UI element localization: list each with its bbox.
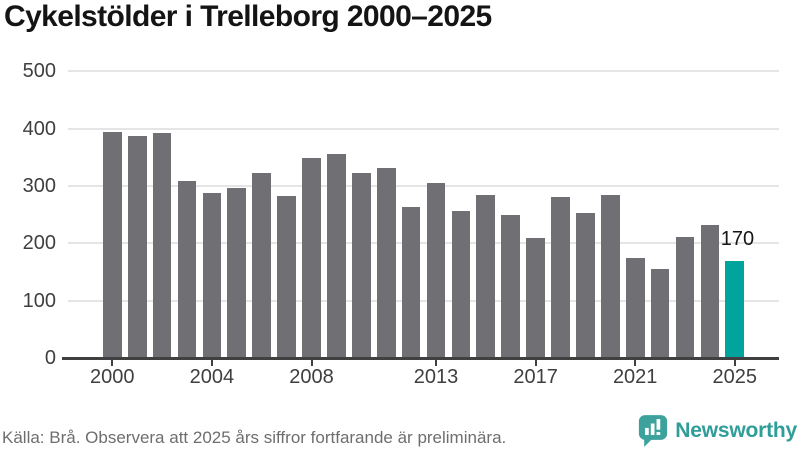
x-tick-label-2021: 2021 [612, 366, 658, 388]
x-tick-2008 [310, 360, 313, 366]
bar-2019 [576, 212, 595, 358]
newsworthy-wordmark: Newsworthy [675, 419, 797, 442]
bar-2014 [451, 211, 471, 358]
bar-2000 [102, 132, 122, 358]
bar-2005 [227, 188, 247, 358]
bar-2008 [302, 158, 321, 358]
x-tick-label-2013: 2013 [413, 366, 459, 388]
bar-2012 [401, 206, 421, 358]
bar-2013 [426, 182, 446, 358]
y-tick-label-0: 0 [44, 347, 56, 369]
gridline-100 [68, 299, 779, 302]
gridline-500 [68, 70, 779, 73]
bar-2002 [152, 133, 172, 358]
bar-2017 [526, 237, 545, 358]
y-tick-label-300: 300 [22, 175, 56, 197]
bar-2023 [675, 237, 695, 358]
x-tick-2025 [733, 360, 736, 366]
x-tick-label-2017: 2017 [513, 366, 558, 388]
x-tick-2017 [534, 360, 537, 366]
bar-2025 [725, 260, 745, 358]
x-tick-2004 [210, 360, 213, 366]
y-tick-label-400: 400 [22, 117, 56, 140]
bar-2022 [650, 268, 670, 358]
bar-2015 [476, 194, 496, 358]
gridline-300 [68, 185, 779, 187]
source-note: Källa: Brå. Observera att 2025 års siffr… [2, 428, 507, 447]
newsworthy-bar-chart-speech-bubble-icon [639, 415, 668, 447]
bar-2010 [351, 173, 371, 358]
x-axis-line [62, 357, 779, 360]
bar-2006 [252, 173, 272, 358]
newsworthy-logo: Newsworthy [638, 415, 797, 447]
bar-2020 [600, 195, 620, 358]
x-tick-2021 [634, 360, 637, 366]
gridline-400 [68, 127, 779, 130]
x-tick-label-2000: 2000 [90, 366, 135, 388]
bar-2018 [551, 196, 570, 358]
bar-2024 [700, 224, 720, 358]
bar-2007 [277, 196, 296, 358]
bar-2021 [625, 257, 645, 358]
x-tick-2000 [111, 360, 114, 366]
bar-2011 [376, 168, 396, 358]
chart-title: Cykelstölder i Trelleborg 2000–2025 [4, 0, 492, 33]
bar-2003 [177, 181, 197, 358]
highlight-value-label: 170 [720, 227, 755, 250]
y-tick-label-200: 200 [22, 232, 56, 255]
x-tick-label-2008: 2008 [289, 366, 334, 388]
x-tick-2013 [435, 360, 437, 366]
bar-2016 [501, 215, 521, 358]
y-tick-label-500: 500 [22, 60, 56, 83]
bar-2009 [327, 154, 346, 358]
x-tick-label-2004: 2004 [189, 366, 235, 388]
bar-2001 [127, 136, 147, 358]
x-tick-label-2025: 2025 [712, 366, 758, 388]
y-tick-label-100: 100 [22, 289, 56, 312]
gridline-200 [68, 242, 779, 245]
bar-2004 [202, 193, 222, 358]
